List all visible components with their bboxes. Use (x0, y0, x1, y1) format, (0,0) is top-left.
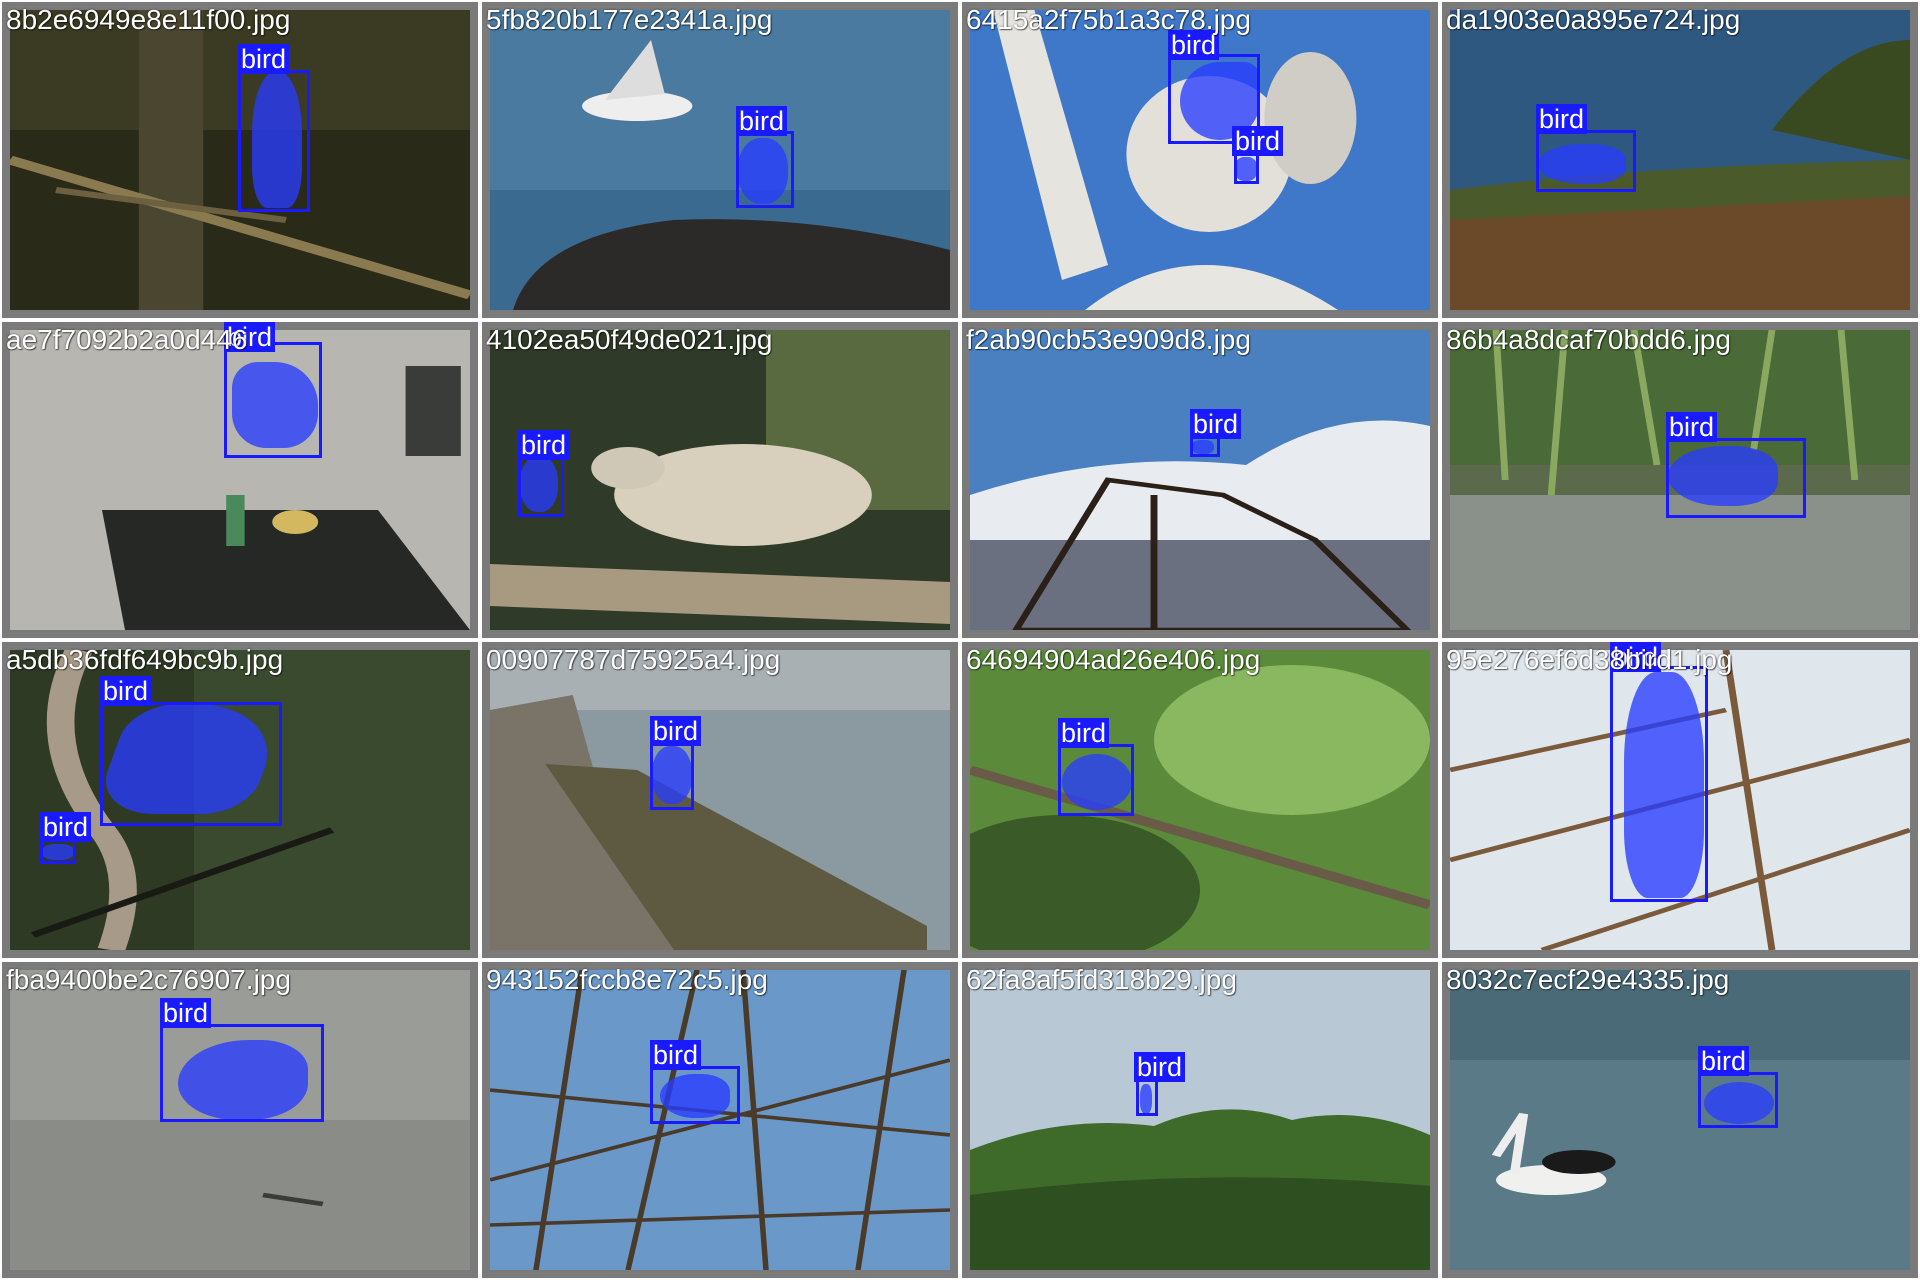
grid-cell-9[interactable]: a5db36fdf649bc9b.jpg bird bird (0, 640, 480, 960)
class-label: bird (1058, 718, 1110, 748)
class-label: bird (1168, 30, 1220, 60)
filename-label: 943152fccb8e72c5.jpg (486, 964, 768, 995)
segmentation-mask (1538, 144, 1626, 184)
bounding-box[interactable] (238, 70, 310, 212)
photo (490, 330, 950, 630)
grid-cell-2[interactable]: 5fb820b177e2341a.jpg bird (480, 0, 960, 320)
bounding-box[interactable] (518, 455, 564, 517)
filename-label: da1903e0a895e724.jpg (1446, 4, 1741, 35)
filename-label: ae7f7092b2a0d446 (6, 324, 248, 355)
bounding-box[interactable] (224, 342, 322, 458)
photo (490, 650, 950, 950)
photo (970, 330, 1430, 630)
grid-cell-16[interactable]: 8032c7ecf29e4335.jpg bird (1440, 960, 1920, 1280)
filename-label: fba9400be2c76907.jpg (6, 964, 291, 995)
class-label: bird (238, 44, 290, 74)
class-label: bird (1232, 126, 1284, 156)
bounding-box[interactable] (1698, 1072, 1778, 1128)
filename-label: 62fa8af5fd318b29.jpg (966, 964, 1237, 995)
photo (1450, 10, 1910, 310)
class-label: bird (160, 998, 212, 1028)
bounding-box[interactable] (736, 131, 794, 208)
grid-cell-7[interactable]: f2ab90cb53e909d8.jpg bird (960, 320, 1440, 640)
class-label: bird (1698, 1046, 1750, 1076)
class-label: bird (1190, 409, 1242, 439)
filename-label: 00907787d75925a4.jpg (486, 644, 781, 675)
filename-label: 6415a2f75b1a3c78.jpg (966, 4, 1251, 35)
class-label: bird (650, 716, 702, 746)
segmentation-mask (520, 456, 558, 512)
filename-label: a5db36fdf649bc9b.jpg (6, 644, 284, 675)
class-label: bird (1134, 1052, 1186, 1082)
bounding-box[interactable] (1610, 666, 1708, 902)
segmentation-mask (232, 362, 318, 448)
segmentation-mask (252, 72, 302, 208)
photo (970, 650, 1430, 950)
grid-cell-10[interactable]: 00907787d75925a4.jpg bird (480, 640, 960, 960)
filename-label: 4102ea50f49de021.jpg (486, 324, 773, 355)
class-label: bird (40, 812, 92, 842)
class-label: bird (1666, 412, 1718, 442)
segmentation-mask (738, 138, 788, 204)
grid-cell-13[interactable]: fba9400be2c76907.jpg bird (0, 960, 480, 1280)
segmentation-mask (652, 746, 692, 804)
class-label: bird (736, 106, 788, 136)
bounding-box[interactable] (100, 702, 282, 826)
photo (490, 970, 950, 1270)
grid-cell-8[interactable]: 86b4a8dcaf70bdd6.jpg bird (1440, 320, 1920, 640)
photo (970, 970, 1430, 1270)
grid-cell-3[interactable]: 6415a2f75b1a3c78.jpg bird bird (960, 0, 1440, 320)
grid-cell-4[interactable]: da1903e0a895e724.jpg bird (1440, 0, 1920, 320)
class-label: bird (1536, 104, 1588, 134)
grid-cell-15[interactable]: 62fa8af5fd318b29.jpg bird (960, 960, 1440, 1280)
photo (970, 10, 1430, 310)
class-label: bird (650, 1040, 702, 1070)
segmentation-mask (42, 844, 74, 860)
grid-cell-12[interactable]: 95e276ef6d38bird1.jpg bird (1440, 640, 1920, 960)
photo (490, 10, 950, 310)
bounding-box[interactable] (650, 1066, 740, 1124)
bounding-box[interactable] (1536, 130, 1636, 192)
grid-cell-1[interactable]: 8b2e6949e8e11f00.jpg bird (0, 0, 480, 320)
class-label: bird (1610, 642, 1662, 672)
segmentation-mask (1140, 1084, 1152, 1114)
segmentation-mask (1668, 446, 1778, 506)
segmentation-mask (1062, 754, 1132, 810)
bounding-box[interactable] (1136, 1078, 1158, 1116)
class-label: bird (224, 322, 276, 352)
filename-label: 95e276ef6d38bird1.jpg (1446, 644, 1733, 675)
bounding-box[interactable] (1234, 152, 1259, 184)
segmentation-mask (1192, 440, 1214, 454)
photo (1450, 970, 1910, 1270)
grid-cell-6[interactable]: 4102ea50f49de021.jpg bird (480, 320, 960, 640)
bounding-box[interactable] (1058, 744, 1134, 816)
segmentation-mask (660, 1074, 730, 1118)
segmentation-mask (178, 1040, 308, 1120)
class-label: bird (100, 676, 152, 706)
segmentation-mask (1235, 157, 1257, 181)
class-label: bird (518, 430, 570, 460)
grid-cell-11[interactable]: 64694904ad26e406.jpg bird (960, 640, 1440, 960)
filename-label: 8b2e6949e8e11f00.jpg (6, 4, 291, 35)
bounding-box[interactable] (650, 742, 694, 810)
filename-label: f2ab90cb53e909d8.jpg (966, 324, 1251, 355)
filename-label: 64694904ad26e406.jpg (966, 644, 1261, 675)
segmentation-mask (1624, 672, 1704, 898)
bounding-box[interactable] (160, 1024, 324, 1122)
grid-cell-5[interactable]: ae7f7092b2a0d446 bird (0, 320, 480, 640)
filename-label: 86b4a8dcaf70bdd6.jpg (1446, 324, 1731, 355)
filename-label: 8032c7ecf29e4335.jpg (1446, 964, 1730, 995)
grid-cell-14[interactable]: 943152fccb8e72c5.jpg bird (480, 960, 960, 1280)
segmentation-mask (1704, 1082, 1774, 1124)
bounding-box[interactable] (1666, 438, 1806, 518)
filename-label: 5fb820b177e2341a.jpg (486, 4, 773, 35)
